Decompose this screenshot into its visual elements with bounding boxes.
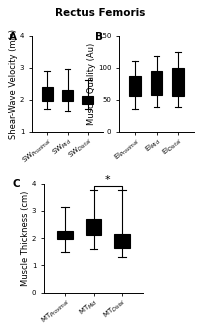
PathPatch shape (82, 97, 93, 104)
Y-axis label: Muscle Quality (Au): Muscle Quality (Au) (87, 43, 96, 125)
Text: Rectus Femoris: Rectus Femoris (55, 8, 145, 18)
PathPatch shape (172, 68, 184, 97)
PathPatch shape (86, 219, 101, 235)
Text: C: C (12, 179, 20, 189)
PathPatch shape (42, 87, 53, 101)
Y-axis label: Muscle Thickness (cm): Muscle Thickness (cm) (21, 190, 30, 286)
PathPatch shape (129, 76, 141, 97)
Text: B: B (95, 32, 103, 42)
Y-axis label: Shear-Wave Velocity (m/s): Shear-Wave Velocity (m/s) (9, 29, 18, 139)
PathPatch shape (62, 90, 73, 101)
PathPatch shape (151, 71, 162, 95)
PathPatch shape (57, 231, 73, 240)
Text: A: A (9, 32, 17, 42)
Text: *: * (105, 175, 110, 185)
PathPatch shape (114, 234, 130, 248)
